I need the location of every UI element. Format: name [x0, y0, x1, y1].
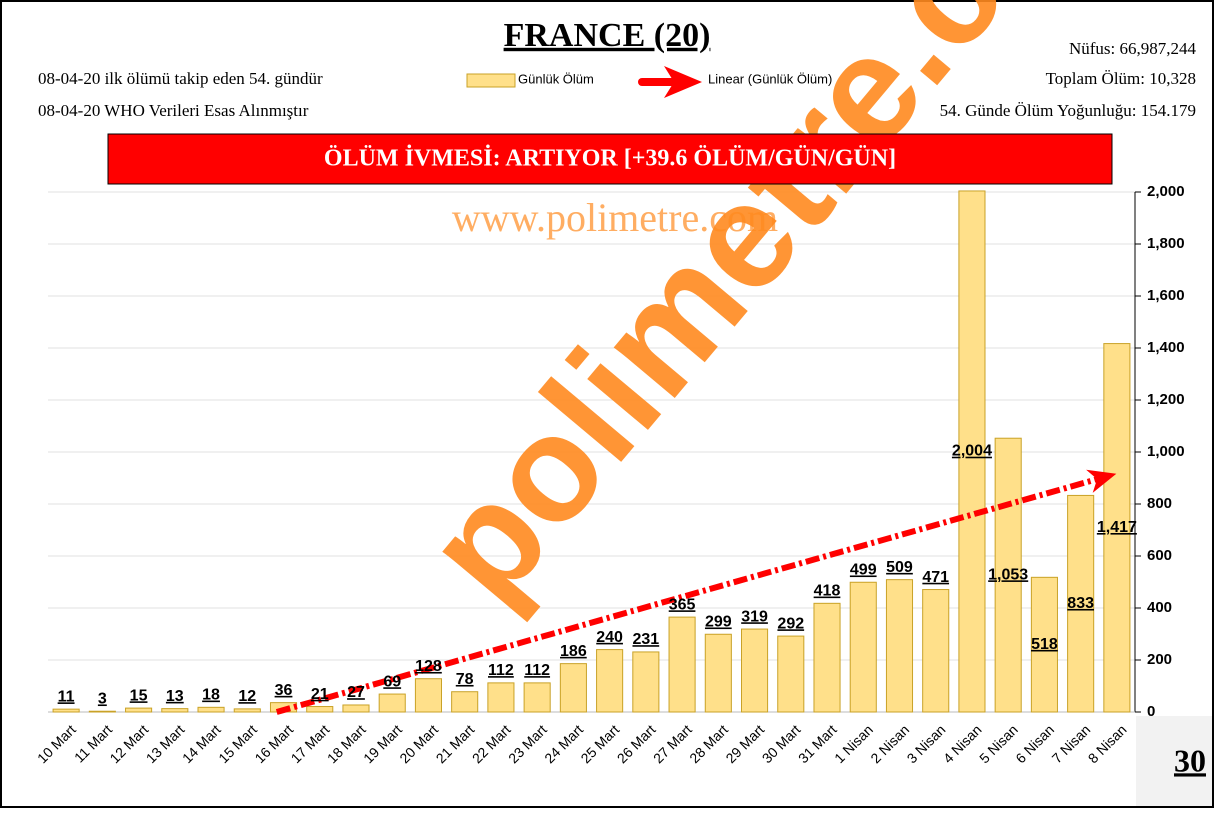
data-label: 13	[166, 688, 184, 705]
bar	[559, 663, 587, 713]
data-label: 518	[1031, 636, 1058, 653]
bar	[523, 682, 551, 713]
bar	[777, 635, 805, 713]
y-tick-label: 200	[1147, 651, 1172, 668]
y-tick-label: 0	[1147, 703, 1155, 720]
data-label: 365	[669, 596, 696, 613]
watermark: www.polimetre.com	[452, 195, 778, 240]
bar	[306, 706, 334, 713]
banner	[107, 133, 1113, 185]
bar	[1103, 343, 1131, 713]
info-left: 08-04-20 ilk ölümü takip eden 54. gündür	[38, 69, 323, 88]
data-label: 1,417	[1097, 519, 1137, 536]
data-label: 833	[1067, 595, 1094, 612]
page-box	[1136, 716, 1212, 806]
bar	[704, 633, 732, 713]
data-label: 292	[777, 615, 804, 632]
bar	[849, 581, 877, 713]
data-label: 128	[415, 658, 442, 675]
data-label: 1,053	[988, 566, 1028, 583]
bar	[922, 589, 950, 713]
bar	[813, 602, 841, 713]
trend-line	[275, 474, 1104, 715]
y-tick-label: 1,000	[1147, 443, 1185, 460]
y-tick-label: 1,600	[1147, 287, 1185, 304]
data-label: 319	[741, 608, 768, 625]
bar	[161, 708, 189, 713]
bar	[378, 693, 406, 713]
bar	[125, 707, 153, 713]
data-label: 299	[705, 613, 732, 630]
y-tick-label: 1,800	[1147, 235, 1185, 252]
bar	[88, 710, 116, 713]
y-tick-label: 800	[1147, 495, 1172, 512]
data-label: 231	[632, 631, 659, 648]
data-label: 11	[58, 688, 75, 705]
data-label: 112	[524, 662, 550, 679]
data-label: 186	[560, 643, 587, 660]
data-label: 3	[98, 690, 107, 707]
page-number: 30	[1174, 742, 1206, 778]
data-label: 509	[886, 559, 913, 576]
bar	[596, 649, 624, 713]
data-label: 471	[922, 569, 949, 586]
data-label: 36	[275, 682, 293, 699]
info-right: 54. Günde Ölüm Yoğunluğu: 154.179	[940, 101, 1196, 120]
data-label: 15	[130, 687, 148, 704]
data-label: 418	[814, 583, 841, 600]
y-tick-label: 1,400	[1147, 339, 1185, 356]
bar	[632, 651, 660, 713]
data-label: 2,004	[952, 443, 992, 460]
data-label: 240	[596, 629, 623, 646]
y-tick-label: 2,000	[1147, 183, 1185, 200]
bar	[233, 708, 261, 713]
bar	[1067, 494, 1095, 713]
data-label: 21	[311, 686, 329, 703]
legend-arrow	[664, 66, 702, 98]
info-right: Toplam Ölüm: 10,328	[1046, 69, 1196, 88]
bar	[885, 579, 914, 713]
bar	[958, 190, 986, 713]
bar	[741, 628, 769, 713]
bar	[414, 678, 442, 713]
data-label: 18	[202, 687, 220, 704]
bar	[451, 691, 479, 713]
data-label: 12	[238, 688, 256, 705]
legend-label: Linear (Günlük Ölüm)	[708, 71, 832, 86]
legend-label: Günlük Ölüm	[518, 71, 594, 86]
bar	[994, 437, 1022, 713]
trend-arrow	[1086, 469, 1117, 493]
info-left: 08-04-20 WHO Verileri Esas Alınmıştır	[38, 101, 309, 120]
bar	[668, 616, 696, 713]
data-label: 112	[488, 662, 514, 679]
bar	[52, 708, 80, 713]
data-label: 78	[456, 671, 474, 688]
data-label: 27	[347, 684, 365, 701]
bar	[342, 704, 370, 713]
y-tick-label: 400	[1147, 599, 1172, 616]
chart-title: FRANCE (20)	[504, 17, 711, 54]
bar	[1030, 576, 1058, 713]
bar	[197, 706, 225, 713]
data-label: 499	[850, 561, 877, 578]
banner-text: ÖLÜM İVMESİ: ARTIYOR [+39.6 ÖLÜM/GÜN/GÜN…	[324, 146, 896, 172]
legend-swatch	[466, 73, 516, 88]
y-tick-label: 600	[1147, 547, 1172, 564]
data-label: 69	[383, 673, 401, 690]
y-tick-label: 1,200	[1147, 391, 1185, 408]
bar	[487, 682, 515, 713]
info-right: Nüfus: 66,987,244	[1069, 39, 1197, 58]
